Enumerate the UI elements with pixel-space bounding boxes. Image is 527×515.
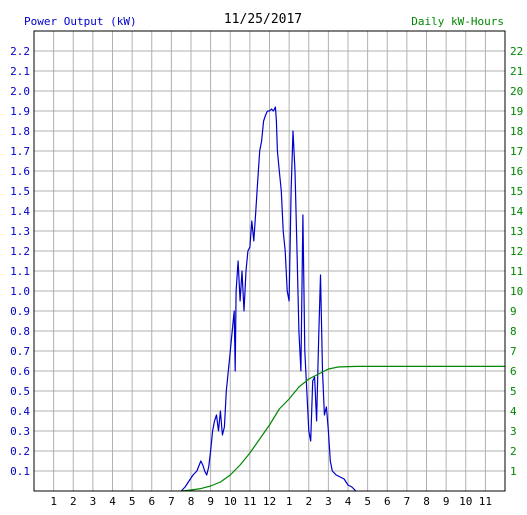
right-y-tick-label: 8 [510, 325, 517, 338]
right-y-tick-label: 3 [510, 425, 517, 438]
left-y-tick-label: 1.7 [10, 145, 30, 158]
left-y-tick-label: 0.8 [10, 325, 30, 338]
x-tick-label: 9 [207, 495, 214, 508]
left-y-tick-label: 1.0 [10, 285, 30, 298]
left-y-tick-label: 0.7 [10, 345, 30, 358]
right-y-tick-label: 20 [510, 85, 523, 98]
x-tick-label: 6 [148, 495, 155, 508]
left-y-tick-label: 1.1 [10, 265, 30, 278]
series-lines [180, 106, 505, 492]
right-y-tick-label: 5 [510, 385, 517, 398]
x-tick-label: 11 [479, 495, 492, 508]
left-y-tick-label: 2.1 [10, 65, 30, 78]
right-y-tick-label: 22 [510, 45, 523, 58]
x-tick-label: 10 [224, 495, 237, 508]
left-y-tick-label: 0.1 [10, 465, 30, 478]
x-tick-label: 3 [90, 495, 97, 508]
right-y-tick-label: 12 [510, 245, 523, 258]
right-y-tick-label: 13 [510, 225, 523, 238]
left-y-tick-label: 1.2 [10, 245, 30, 258]
left-y-tick-label: 0.5 [10, 385, 30, 398]
x-tick-label: 2 [305, 495, 312, 508]
left-y-ticks: 0.1 0.2 0.3 0.4 0.5 0.6 0.7 0.8 0.9 1.0 1.1 1.2 1.3 1… [10, 45, 30, 478]
left-y-tick-label: 0.9 [10, 305, 30, 318]
x-tick-label: 6 [384, 495, 391, 508]
plot-frame [33, 30, 506, 492]
left-y-tick-label: 2.2 [10, 45, 30, 58]
right-y-tick-label: 16 [510, 165, 523, 178]
left-y-tick-label: 0.3 [10, 425, 30, 438]
left-y-tick-label: 1.9 [10, 105, 30, 118]
x-tick-label: 3 [325, 495, 332, 508]
right-y-tick-label: 4 [510, 405, 517, 418]
right-y-tick-label: 6 [510, 365, 517, 378]
left-y-tick-label: 0.6 [10, 365, 30, 378]
right-y-tick-label: 14 [510, 205, 524, 218]
x-tick-label: 8 [423, 495, 430, 508]
x-tick-label: 8 [188, 495, 195, 508]
x-tick-label: 5 [129, 495, 136, 508]
right-axis-title: Daily kW-Hours [411, 15, 504, 28]
left-y-tick-label: 1.5 [10, 185, 30, 198]
x-tick-label: 11 [243, 495, 256, 508]
left-y-tick-label: 2.0 [10, 85, 30, 98]
x-tick-label: 4 [109, 495, 116, 508]
right-y-tick-label: 1 [510, 465, 517, 478]
left-y-tick-label: 1.3 [10, 225, 30, 238]
right-y-tick-label: 10 [510, 285, 523, 298]
right-y-tick-label: 17 [510, 145, 523, 158]
left-y-tick-label: 1.4 [10, 205, 30, 218]
chart-date-title: 11/25/2017 [224, 12, 302, 27]
x-tick-label: 7 [404, 495, 411, 508]
x-ticks: 1 2 3 4 5 6 7 8 9 10 11 12 1 2 3 4 5 6 7 8 9 10 11 [50, 495, 492, 508]
left-y-tick-label: 1.6 [10, 165, 30, 178]
left-axis-title: Power Output (kW) [24, 15, 137, 28]
x-tick-label: 9 [443, 495, 450, 508]
x-tick-label: 10 [459, 495, 472, 508]
left-y-tick-label: 0.4 [10, 405, 30, 418]
x-tick-label: 5 [364, 495, 371, 508]
right-y-tick-label: 11 [510, 265, 523, 278]
daily-kwh-line [181, 365, 505, 492]
x-tick-label: 1 [50, 495, 57, 508]
x-tick-label: 1 [286, 495, 293, 508]
right-y-tick-label: 7 [510, 345, 517, 358]
left-y-tick-label: 0.2 [10, 445, 30, 458]
power-output-line [180, 106, 357, 492]
right-y-tick-label: 21 [510, 65, 523, 78]
right-y-tick-label: 19 [510, 105, 523, 118]
right-y-tick-label: 2 [510, 445, 517, 458]
grid [34, 31, 505, 491]
x-tick-label: 7 [168, 495, 175, 508]
right-y-tick-label: 9 [510, 305, 517, 318]
x-tick-label: 12 [263, 495, 276, 508]
x-tick-label: 4 [345, 495, 352, 508]
left-y-tick-label: 1.8 [10, 125, 30, 138]
right-y-tick-label: 18 [510, 125, 523, 138]
right-y-tick-label: 15 [510, 185, 523, 198]
x-tick-label: 2 [70, 495, 77, 508]
